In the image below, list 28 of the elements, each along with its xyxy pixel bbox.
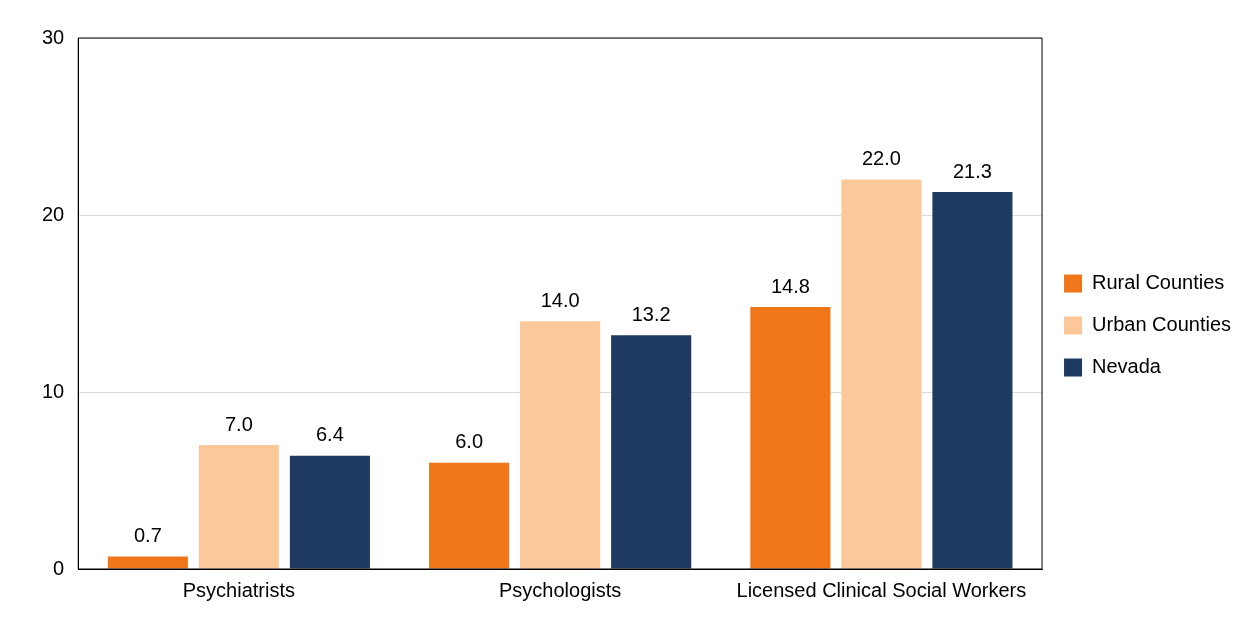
x-tick-label: Licensed Clinical Social Workers — [736, 578, 1027, 601]
bar — [107, 556, 188, 569]
data-label: 14.0 — [540, 288, 580, 311]
y-tick-label: 30 — [42, 25, 65, 48]
y-tick-label: 20 — [42, 202, 65, 225]
bar — [932, 191, 1013, 569]
data-label: 6.0 — [455, 430, 484, 453]
data-label: 14.8 — [770, 274, 810, 297]
y-tick-label: 10 — [42, 379, 65, 402]
legend-label: Nevada — [1092, 355, 1162, 378]
bar — [611, 335, 692, 569]
bar — [198, 445, 279, 569]
bar — [429, 462, 510, 569]
y-tick-label: 0 — [53, 556, 65, 579]
bar — [750, 307, 831, 569]
data-label: 22.0 — [861, 147, 901, 170]
x-tick-label: Psychologists — [499, 578, 622, 601]
data-label: 21.3 — [952, 159, 992, 182]
bar — [841, 179, 922, 569]
legend-label: Rural Counties — [1092, 271, 1225, 294]
data-label: 0.7 — [133, 524, 162, 547]
data-label: 13.2 — [631, 302, 671, 325]
legend-label: Urban Counties — [1092, 313, 1231, 336]
bar — [520, 321, 601, 569]
data-label: 7.0 — [224, 412, 253, 435]
data-label: 6.4 — [316, 423, 344, 446]
bar — [289, 455, 370, 569]
x-tick-label: Psychiatrists — [182, 578, 295, 601]
